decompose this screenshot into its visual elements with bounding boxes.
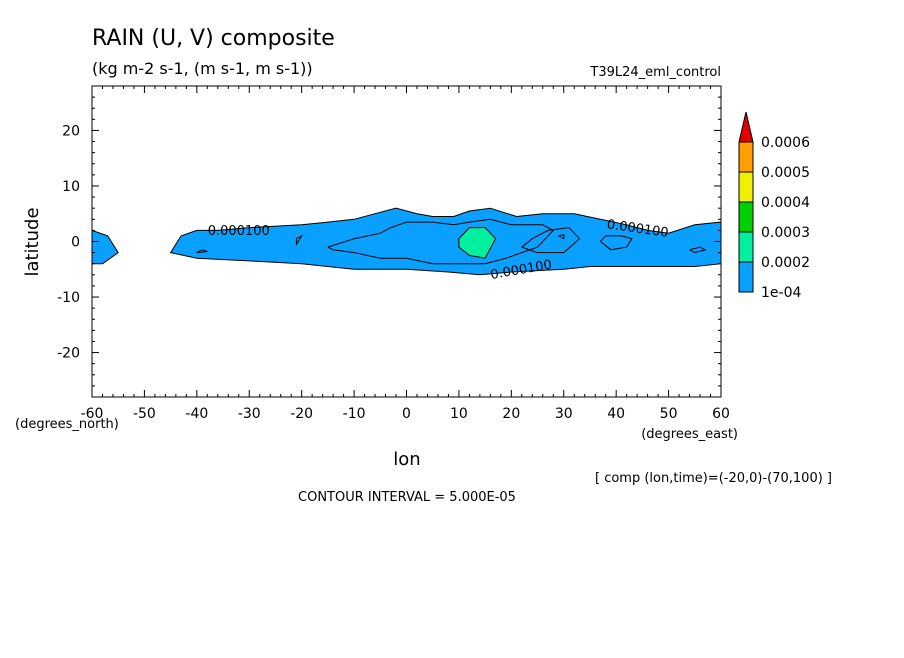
colorbar-box-1 (738, 231, 754, 263)
colorbar-box-4 (738, 141, 754, 173)
contour-line-3 (295, 234, 304, 247)
contour-line-0 (327, 218, 555, 265)
x-tick-label-1: -50 (133, 406, 156, 422)
x-axis-title: lon (393, 449, 420, 470)
colorbar-label-5: 0.0006 (761, 135, 810, 151)
x-tick-label-5: -10 (343, 406, 366, 422)
colorbar-box-2 (738, 201, 754, 233)
contour-line-2 (600, 235, 633, 251)
chart-subtitle: (kg m-2 s-1, (m s-1, m s-1)) (92, 59, 313, 78)
x-tick-label-7: 10 (450, 406, 468, 422)
x-tick-label-6: 0 (402, 406, 411, 422)
y-axis-title: latitude (22, 207, 43, 276)
y-unit-label: (degrees_north) (15, 417, 119, 432)
x-tick-label-8: 20 (502, 406, 520, 422)
colorbar-box-3 (738, 171, 754, 203)
colorbar-label-2: 0.0003 (761, 225, 810, 241)
y-axis: -20 -10 0 10 20 (57, 85, 721, 398)
contour-interval-label: CONTOUR INTERVAL = 5.000E-05 (298, 490, 516, 505)
x-unit-label: (degrees_east) (641, 427, 738, 442)
colorbar-label-4: 0.0005 (761, 165, 810, 181)
x-tick-label-2: -40 (185, 406, 208, 422)
y-tick-label-1: -10 (57, 290, 80, 306)
x-axis: -60 -50 -40 -30 -20 -10 0 10 20 30 40 50 60 (81, 86, 730, 422)
colorbar-label-0: 1e-04 (761, 285, 801, 301)
colorbar-box-0 (738, 261, 754, 293)
contour-label-0: 0.000100 (208, 224, 270, 239)
x-tick-label-12: 60 (712, 406, 730, 422)
y-tick-label-4: 20 (62, 123, 80, 139)
contour-line-6 (689, 246, 707, 254)
y-tick-label-2: 0 (71, 235, 80, 251)
colorbar-label-3: 0.0004 (761, 195, 810, 211)
x-tick-label-9: 30 (555, 406, 573, 422)
run-label: T39L24_eml_control (589, 65, 721, 80)
contour-line-5 (558, 234, 565, 240)
shaded-region-1 (169, 207, 722, 276)
x-tick-label-3: -30 (238, 406, 261, 422)
chart-title: RAIN (U, V) composite (92, 26, 335, 51)
y-tick-label-3: 10 (62, 179, 80, 195)
contour-line-1 (521, 227, 581, 254)
colorbar-label-1: 0.0002 (761, 255, 810, 271)
comp-note: [ comp (lon,time)=(-20,0)-(70,100) ] (595, 471, 832, 486)
colorbar-top-arrow (738, 111, 754, 143)
shaded-region-2 (458, 227, 497, 259)
x-tick-label-10: 40 (607, 406, 625, 422)
x-tick-label-4: -20 (290, 406, 313, 422)
x-tick-label-0: -60 (81, 406, 104, 422)
contour-line-4 (196, 249, 208, 254)
colorbar-legend: 1e-04 0.0002 0.0003 0.0004 0.0005 0.0006 (738, 111, 810, 301)
shaded-region-0 (91, 229, 119, 265)
x-tick-label-11: 50 (660, 406, 678, 422)
y-tick-label-0: -20 (57, 346, 80, 362)
